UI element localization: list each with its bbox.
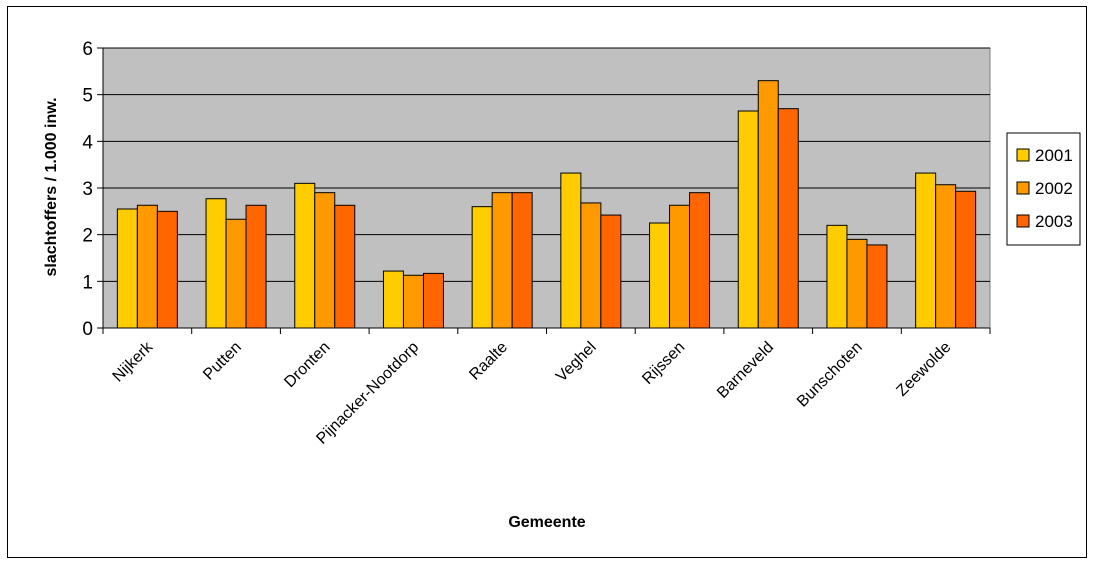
x-tick-label: Raalte [466,339,511,384]
legend-label: 2003 [1035,212,1073,231]
x-tick-label: Barneveld [714,339,777,402]
bar [846,238,868,329]
legend-label: 2002 [1035,179,1073,198]
legend-swatch [1016,214,1030,228]
bar [205,198,227,329]
x-tick-label: Dronten [281,339,333,391]
bar [580,202,602,329]
y-tick-label: 6 [82,39,93,60]
x-tick-label: Rijssen [639,339,688,388]
bar [777,108,799,329]
bar [156,210,178,329]
bar [245,204,267,329]
y-tick-label: 1 [82,272,93,293]
y-tick-label: 2 [82,226,93,247]
bar [560,172,582,329]
x-tick-label: Zeewolde [893,339,954,400]
bar [600,214,622,329]
bar [136,204,158,329]
y-axis-title: slachtoffers / 1.000 inw. [43,97,60,276]
x-tick-label: Veghel [553,339,600,386]
bar [757,80,779,329]
bar [689,192,711,329]
bar [669,204,691,329]
y-tick-label: 5 [82,86,93,107]
bar [116,208,138,329]
y-tick-label: 4 [82,132,93,153]
bar [737,110,759,329]
plot-area [102,47,991,329]
legend-swatch [1016,148,1030,162]
bar [511,192,533,329]
legend-label: 2001 [1035,146,1073,165]
x-tick-label: Bunschoten [794,339,866,411]
y-tick-label: 0 [82,319,93,340]
bar [402,274,424,329]
legend: 2001 2002 2003 [1006,132,1081,246]
bar [294,182,316,329]
bar [314,192,336,329]
bar [422,272,444,329]
bar [826,224,848,329]
bar [471,206,493,329]
bar [334,204,356,329]
x-tick-label: Putten [200,339,245,384]
bar [491,192,513,329]
legend-swatch [1016,181,1030,195]
bar [935,184,957,329]
bar [866,244,888,329]
y-axis-ticks: 0 1 2 3 4 5 6 [82,39,103,340]
bar [225,218,247,329]
bar [649,222,671,329]
bar [955,190,977,329]
x-tick-label: Pijnacker-Nootdorp [313,339,422,448]
y-tick-label: 3 [82,179,93,200]
bar [382,270,404,329]
x-tick-label: Nijkerk [110,338,157,385]
x-axis-title: Gemeente [508,514,585,531]
bar [915,172,937,329]
